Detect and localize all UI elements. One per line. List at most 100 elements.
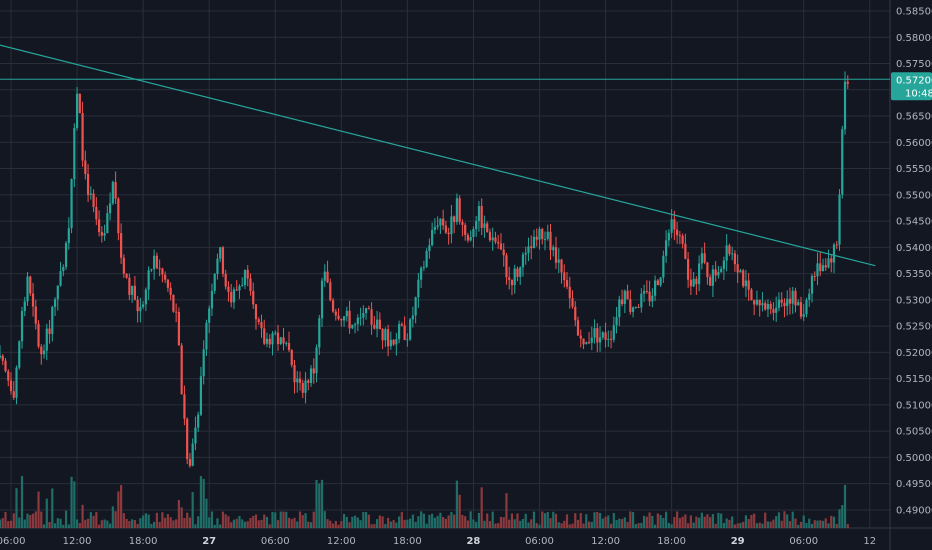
volume-bar xyxy=(53,523,57,528)
volume-bar xyxy=(623,517,626,528)
candle-body xyxy=(742,270,745,287)
volume-bar xyxy=(433,517,436,528)
volume-bar xyxy=(477,512,481,528)
candle-body xyxy=(766,303,770,310)
candle-body xyxy=(287,342,291,350)
candle-body xyxy=(692,278,695,287)
volume-bar xyxy=(731,516,734,528)
candle-body xyxy=(640,293,643,308)
volume-bar xyxy=(175,519,178,528)
candle-body xyxy=(238,286,241,291)
candle-body xyxy=(791,290,794,304)
countdown-label: 10:48 xyxy=(905,88,932,99)
volume-bar xyxy=(186,512,189,528)
candle-body xyxy=(841,129,844,195)
volume-bar xyxy=(502,517,505,528)
volume-bar xyxy=(106,520,109,528)
candle-body xyxy=(642,290,646,294)
candle-body xyxy=(516,268,519,277)
volume-bar xyxy=(199,476,203,528)
candle-body xyxy=(560,259,563,273)
candle-body xyxy=(615,317,618,326)
volume-bar xyxy=(786,514,789,528)
volume-bar xyxy=(764,512,767,528)
volume-bar xyxy=(612,512,615,528)
volume-bar xyxy=(62,524,65,528)
candle-body xyxy=(304,380,307,393)
candle-body xyxy=(260,322,263,329)
volume-bar xyxy=(634,524,637,528)
volume-bar xyxy=(590,521,593,528)
volume-bar xyxy=(841,505,844,528)
candle-body xyxy=(797,302,800,306)
volume-bar xyxy=(499,516,503,528)
candle-body xyxy=(673,219,676,230)
candle-body xyxy=(279,337,282,345)
candle-body xyxy=(681,235,684,244)
volume-bar xyxy=(271,512,274,528)
candle-body xyxy=(34,306,37,324)
candle-body xyxy=(634,307,637,309)
candle-body xyxy=(810,275,814,294)
candle-body xyxy=(59,271,62,286)
candle-body xyxy=(687,258,690,280)
volume-bar xyxy=(164,517,167,528)
volume-bar xyxy=(799,521,803,528)
volume-bar xyxy=(34,511,37,528)
candle-body xyxy=(659,277,662,286)
candle-body xyxy=(585,342,588,345)
volume-bar xyxy=(37,491,40,528)
candle-body xyxy=(202,349,205,377)
candle-body xyxy=(607,338,610,340)
price-badge-box xyxy=(891,72,932,101)
volume-bar xyxy=(546,511,549,528)
candle-body xyxy=(832,244,836,263)
candle-body xyxy=(362,312,365,318)
candle-body xyxy=(530,246,533,249)
volume-bar xyxy=(626,521,629,528)
volume-bar xyxy=(4,511,7,528)
time-axis[interactable]: 06:00 12:00 18:00 27 06:00 12:00 18:00 28 06:00 1… xyxy=(0,536,876,547)
volume-bar xyxy=(403,519,406,528)
volume-bar xyxy=(230,522,233,528)
volume-bar xyxy=(40,511,43,528)
volume-bar xyxy=(420,511,423,528)
candle-body xyxy=(582,338,585,345)
candle-body xyxy=(334,311,337,316)
candle-body xyxy=(100,231,103,236)
volume-bar xyxy=(249,518,252,528)
volume-bar xyxy=(120,485,123,528)
candle-body xyxy=(367,308,370,310)
candle-body xyxy=(733,253,737,265)
candle-body xyxy=(593,328,596,338)
candle-body xyxy=(210,290,214,309)
volume-bar xyxy=(645,516,648,528)
candle-body xyxy=(307,380,310,383)
volume-bar xyxy=(406,519,409,528)
volume-bar xyxy=(824,518,827,528)
volume-bar xyxy=(64,510,68,528)
candle-body xyxy=(9,380,13,392)
candle-body xyxy=(216,258,219,274)
candle-body xyxy=(546,231,549,239)
volume-bar xyxy=(56,518,59,528)
volume-bar xyxy=(161,512,164,528)
candle-body xyxy=(527,246,530,253)
candle-body xyxy=(706,262,709,278)
volume-bar xyxy=(197,516,200,528)
volume-bar xyxy=(362,511,365,528)
volume-bar xyxy=(75,519,79,528)
candle-body xyxy=(400,324,403,326)
current-price-badge: 0.57200 10:48 xyxy=(891,72,932,101)
volume-bar xyxy=(802,515,805,528)
volume-bar xyxy=(73,481,76,528)
volume-bar xyxy=(593,512,596,528)
candle-body xyxy=(653,280,657,296)
candle-body xyxy=(398,324,401,340)
